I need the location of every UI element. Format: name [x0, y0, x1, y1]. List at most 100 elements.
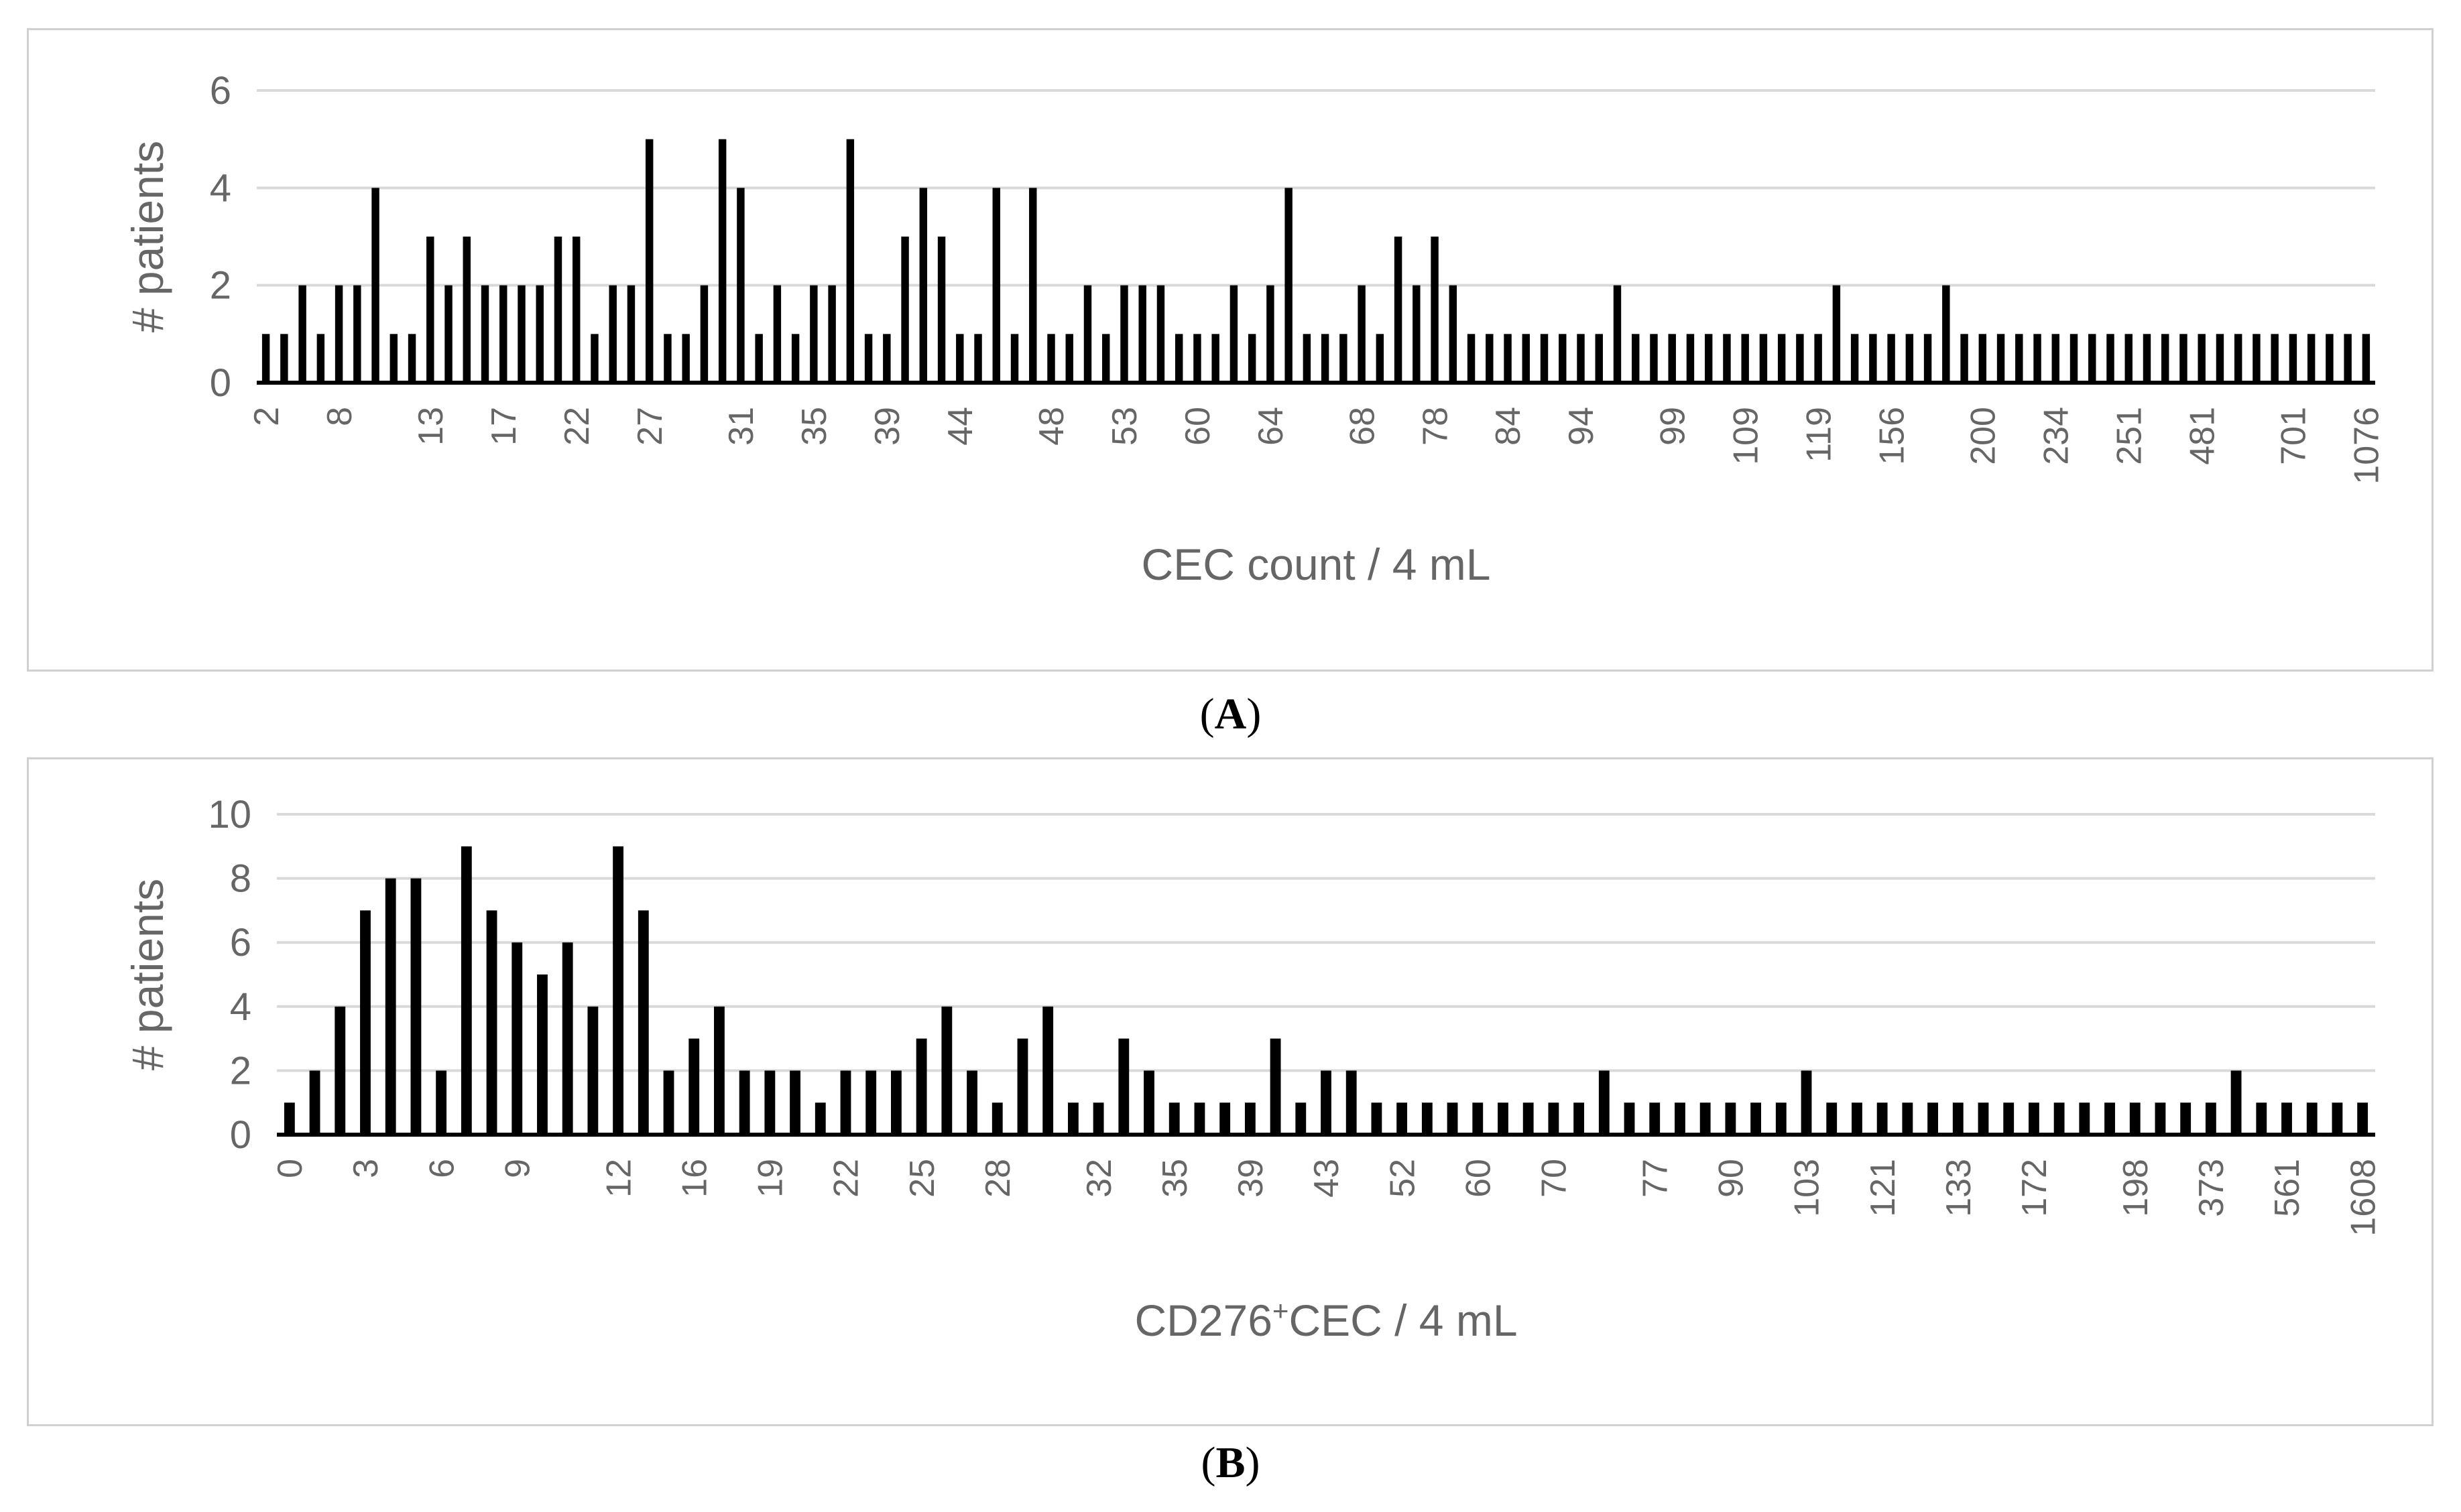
bar: [1675, 1102, 1685, 1135]
x-tick-label: 12: [599, 1159, 638, 1198]
bar: [1042, 1006, 1054, 1135]
bar: [1927, 1102, 1938, 1135]
bar: [846, 139, 855, 383]
x-tick-label: 70: [1535, 1159, 1574, 1198]
bar: [1447, 1102, 1458, 1135]
bar: [688, 1038, 700, 1135]
bar: [1010, 334, 1019, 383]
bar: [1598, 1070, 1610, 1135]
bar: [1814, 334, 1822, 383]
x-tick-label: 251: [2110, 407, 2149, 465]
y-axis-title: # patients: [123, 141, 172, 332]
bar: [1650, 334, 1658, 383]
x-tick-label: 1076: [2348, 407, 2387, 485]
bar: [682, 334, 690, 383]
bar: [1345, 1070, 1357, 1135]
y-tick-label: 0: [230, 1113, 251, 1157]
x-tick-label: 25: [903, 1159, 942, 1198]
bar: [1118, 1038, 1130, 1135]
x-tick-label: 27: [631, 407, 670, 446]
bar: [739, 1070, 750, 1135]
bar: [1067, 1102, 1079, 1135]
x-tick-label: 2: [247, 407, 286, 426]
bar: [937, 237, 946, 383]
bar: [1168, 1102, 1180, 1135]
bar: [1394, 237, 1402, 383]
x-tick-label: 198: [2116, 1159, 2155, 1217]
bar: [1486, 334, 1494, 383]
x-tick-label: 103: [1788, 1159, 1827, 1217]
x-tick-label: 6: [422, 1159, 461, 1178]
x-tick-label: 172: [2015, 1159, 2054, 1217]
bar: [1902, 1102, 1913, 1135]
bar: [499, 285, 507, 383]
bar: [1668, 334, 1676, 383]
bar: [1832, 285, 1841, 383]
bar: [1194, 1102, 1205, 1135]
x-tick-label: 77: [1636, 1159, 1675, 1198]
bar: [645, 139, 654, 383]
bar: [1449, 285, 1457, 383]
x-tick-label: 8: [320, 407, 359, 426]
bar: [1504, 334, 1512, 383]
bar: [2216, 334, 2224, 383]
x-tick-label: 68: [1343, 407, 1382, 446]
y-tick-label: 0: [210, 361, 231, 405]
y-tick-label: 4: [230, 985, 251, 1029]
bar: [613, 846, 624, 1135]
bar: [1047, 334, 1055, 383]
bar: [587, 1006, 599, 1135]
bar: [1065, 334, 1073, 383]
bar: [2306, 1102, 2318, 1135]
bar: [992, 1102, 1003, 1135]
bar: [426, 237, 434, 383]
bar: [1138, 285, 1146, 383]
bar: [1102, 334, 1110, 383]
bar: [2271, 334, 2279, 383]
y-tick-label: 10: [208, 793, 251, 836]
x-tick-label: 28: [979, 1159, 1018, 1198]
x-tick-label: 200: [1964, 407, 2003, 465]
bar: [353, 285, 361, 383]
bar: [2161, 334, 2169, 383]
chart-b-svg: 0 2 4 6 8 10 0 3 6 9 12 16 19 22 25 28 32 35 39 43 52 60 70 77 9…: [123, 793, 2383, 1346]
x-axis-title: CEC count / 4 mL: [1142, 540, 1491, 589]
bar: [1358, 285, 1366, 383]
bar: [2088, 334, 2096, 383]
bar: [1266, 285, 1274, 383]
bar: [718, 139, 727, 383]
bar: [664, 334, 672, 383]
bar: [512, 942, 523, 1135]
bar: [486, 910, 497, 1135]
x-tick-label: 31: [722, 407, 761, 446]
bar: [2198, 334, 2206, 383]
bar: [865, 1070, 877, 1135]
x-tick-label: 16: [675, 1159, 714, 1198]
panel-label-a: (A): [1199, 690, 1262, 739]
bar: [2344, 334, 2352, 383]
bar: [1371, 1102, 1382, 1135]
x-tick-label: 1608: [2344, 1159, 2383, 1237]
x-tick-label: 3: [347, 1159, 385, 1178]
bar: [764, 1070, 776, 1135]
bar: [714, 1006, 725, 1135]
bar: [883, 334, 891, 383]
y-tick-label: 2: [230, 1049, 251, 1092]
bar: [1725, 1102, 1736, 1135]
bar: [2015, 334, 2023, 383]
x-tick-label: 84: [1489, 407, 1528, 446]
x-axis-title: CD276+CEC / 4 mL: [1134, 1295, 1517, 1346]
bar: [1421, 1102, 1433, 1135]
x-tick-label: 94: [1562, 407, 1601, 446]
bar: [335, 1006, 346, 1135]
bar: [638, 910, 649, 1135]
bar: [389, 334, 398, 383]
bar: [1270, 1038, 1281, 1135]
x-tick-label: 156: [1872, 407, 1911, 465]
bar: [1248, 334, 1256, 383]
bar: [773, 285, 782, 383]
bar: [1321, 334, 1329, 383]
bar: [1759, 334, 1768, 383]
bar: [2179, 334, 2187, 383]
bar: [864, 334, 873, 383]
